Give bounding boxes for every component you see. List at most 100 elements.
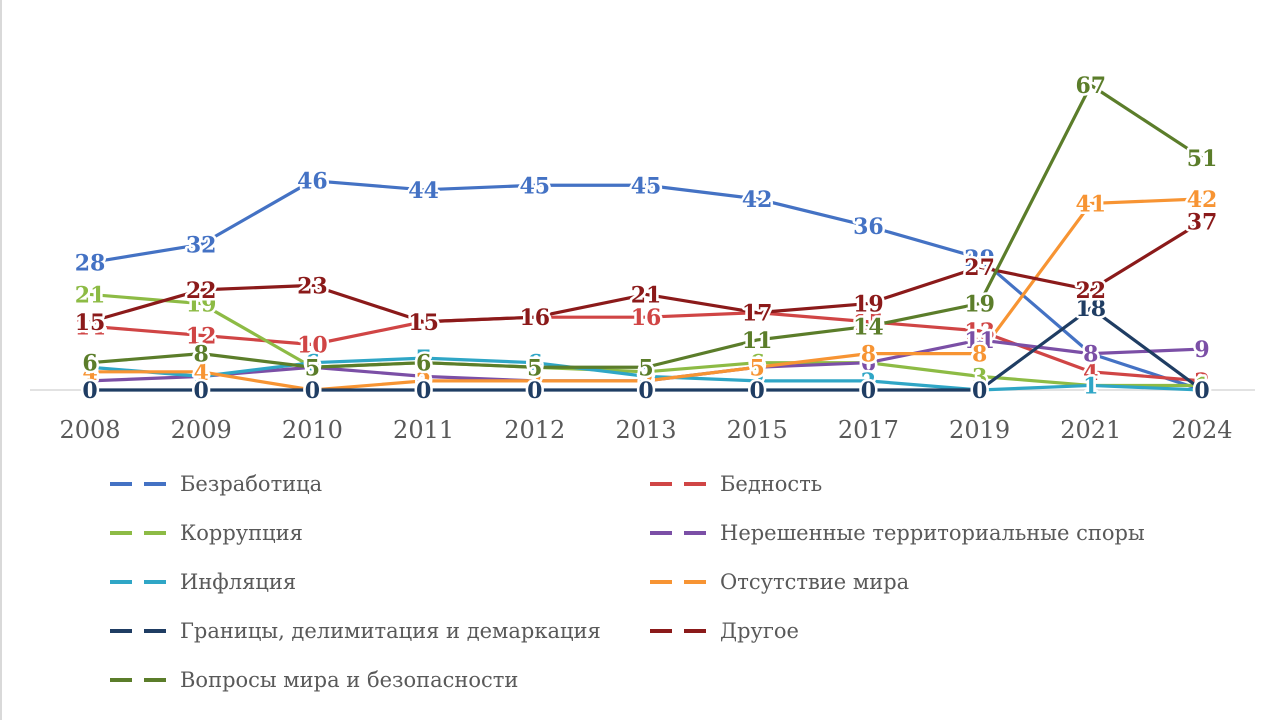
data-label: 2 bbox=[527, 369, 542, 395]
data-label: 0 bbox=[638, 378, 653, 404]
data-label: 0 bbox=[1194, 378, 1209, 404]
data-label: 6 bbox=[416, 351, 431, 377]
data-label: 10 bbox=[297, 333, 328, 359]
data-label: 36 bbox=[853, 214, 884, 240]
legend-item: Безработица bbox=[110, 470, 650, 498]
data-label: 4 bbox=[1083, 360, 1098, 386]
data-label: 23 bbox=[297, 273, 328, 299]
data-label: 3 bbox=[972, 364, 987, 390]
x-tick-label: 2012 bbox=[504, 416, 565, 444]
data-label: 0 bbox=[82, 378, 97, 404]
data-label: 13 bbox=[964, 319, 995, 345]
chart-border bbox=[0, 0, 2, 720]
data-label: 32 bbox=[186, 232, 217, 258]
data-label: 28 bbox=[75, 251, 106, 277]
data-label: 0 bbox=[305, 378, 320, 404]
data-label: 4 bbox=[82, 360, 97, 386]
data-label: 27 bbox=[964, 255, 995, 281]
legend-label: Инфляция bbox=[180, 570, 297, 594]
data-label: 6 bbox=[416, 351, 431, 377]
series-line bbox=[89, 179, 1203, 392]
x-tick-label: 2017 bbox=[838, 416, 899, 444]
data-label: 7 bbox=[416, 346, 431, 372]
data-label: 4 bbox=[194, 360, 209, 386]
series-line bbox=[90, 306, 1203, 392]
data-label: 3 bbox=[194, 364, 209, 390]
data-label: 45 bbox=[631, 173, 662, 199]
series-line bbox=[89, 292, 1202, 388]
data-label: 2 bbox=[861, 369, 876, 395]
data-label: 0 bbox=[305, 378, 320, 404]
data-label: 5 bbox=[527, 355, 542, 381]
data-label: 22 bbox=[1075, 278, 1106, 304]
data-label: 45 bbox=[519, 173, 550, 199]
legend-swatch bbox=[650, 580, 706, 584]
data-label: 42 bbox=[1187, 187, 1218, 213]
legend-swatch bbox=[110, 678, 166, 682]
x-tick-label: 2010 bbox=[282, 416, 343, 444]
legend-label: Границы, делимитация и демаркация bbox=[180, 619, 601, 643]
legend-label: Вопросы мира и безопасности bbox=[180, 668, 519, 692]
legend-item: Отсутствие мира bbox=[650, 568, 1210, 596]
data-label: 8 bbox=[972, 342, 987, 368]
data-label: 6 bbox=[861, 351, 876, 377]
data-label: 41 bbox=[1075, 191, 1106, 217]
legend-item: Нерешенные территориальные споры bbox=[650, 519, 1210, 547]
chart-legend: Безработица Бедность Коррупция Нерешенные т… bbox=[110, 470, 1260, 694]
data-label: 2 bbox=[527, 369, 542, 395]
data-label: 8 bbox=[1083, 342, 1098, 368]
data-label: 19 bbox=[186, 292, 217, 318]
data-label: 8 bbox=[194, 342, 209, 368]
data-label: 51 bbox=[1187, 146, 1218, 172]
legend-label: Бедность bbox=[720, 472, 823, 496]
data-label: 1 bbox=[1083, 373, 1098, 399]
data-label: 37 bbox=[1187, 210, 1218, 236]
data-label: 6 bbox=[305, 351, 320, 377]
data-label: 2 bbox=[416, 369, 431, 395]
legend-item: Бедность bbox=[650, 470, 1210, 498]
data-label: 2 bbox=[750, 369, 765, 395]
data-label: 5 bbox=[305, 355, 320, 381]
data-label: 6 bbox=[750, 351, 765, 377]
data-label: 5 bbox=[750, 355, 765, 381]
data-label: 2 bbox=[638, 369, 653, 395]
data-label: 8 bbox=[1083, 342, 1098, 368]
data-label: 4 bbox=[638, 360, 653, 386]
legend-swatch bbox=[110, 580, 166, 584]
data-label: 12 bbox=[186, 323, 217, 349]
data-label: 5 bbox=[750, 355, 765, 381]
data-label: 3 bbox=[638, 364, 653, 390]
data-label: 16 bbox=[519, 305, 550, 331]
series-line bbox=[90, 197, 1203, 392]
legend-item: Границы, делимитация и демаркация bbox=[110, 617, 650, 645]
data-label: 11 bbox=[742, 328, 773, 354]
x-tick-label: 2008 bbox=[59, 416, 120, 444]
data-label: 11 bbox=[964, 328, 995, 354]
data-label: 3 bbox=[416, 364, 431, 390]
data-label: 1 bbox=[1083, 373, 1098, 399]
data-label: 21 bbox=[75, 282, 106, 308]
data-label: 0 bbox=[1194, 378, 1209, 404]
data-label: 0 bbox=[416, 378, 431, 404]
series-line bbox=[89, 220, 1203, 324]
data-label: 16 bbox=[631, 305, 662, 331]
data-label: 2 bbox=[1194, 369, 1209, 395]
data-label: 3 bbox=[194, 364, 209, 390]
legend-item: Вопросы мира и безопасности bbox=[110, 666, 650, 694]
legend-swatch bbox=[110, 482, 166, 486]
data-label: 1 bbox=[1194, 373, 1209, 399]
data-label: 8 bbox=[861, 342, 876, 368]
data-label: 2 bbox=[638, 369, 653, 395]
legend-swatch bbox=[650, 629, 706, 633]
legend-item: Другое bbox=[650, 617, 1210, 645]
legend-label: Коррупция bbox=[180, 521, 303, 545]
data-label: 46 bbox=[297, 169, 328, 195]
data-label: 0 bbox=[972, 378, 987, 404]
data-label: 0 bbox=[972, 378, 987, 404]
legend-label: Отсутствие мира bbox=[720, 570, 910, 594]
data-label: 5 bbox=[305, 355, 320, 381]
legend-swatch bbox=[110, 531, 166, 535]
legend-item: Инфляция bbox=[110, 568, 650, 596]
data-label: 22 bbox=[186, 278, 217, 304]
